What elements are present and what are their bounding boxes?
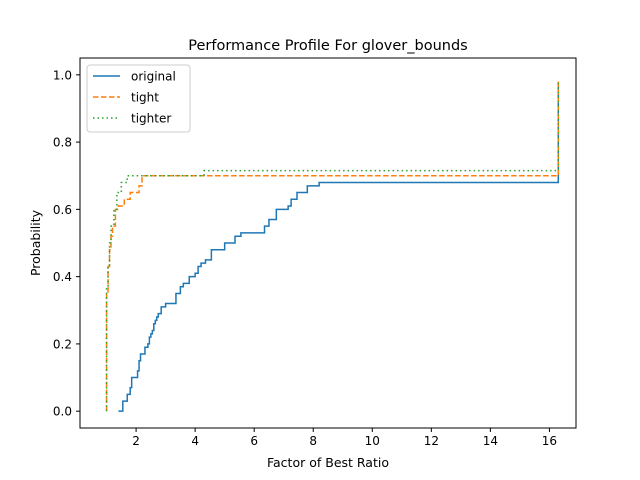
y-tick-label: 0.4 bbox=[53, 270, 72, 284]
y-tick-label: 0.8 bbox=[53, 136, 72, 150]
y-axis-label: Probability bbox=[28, 209, 43, 276]
x-tick-label: 14 bbox=[483, 434, 498, 448]
legend-box bbox=[86, 64, 191, 133]
y-tick-label: 0.2 bbox=[53, 337, 72, 351]
x-tick-label: 2 bbox=[132, 434, 140, 448]
series-tighter-line bbox=[105, 81, 560, 412]
x-axis: 2 4 6 8 10 12 14 16 bbox=[132, 428, 557, 448]
x-tick-label: 12 bbox=[424, 434, 439, 448]
x-tick-label: 4 bbox=[191, 434, 199, 448]
legend-label-tight: tight bbox=[131, 91, 159, 105]
series-original-line bbox=[118, 81, 560, 412]
legend: original tight tighter bbox=[86, 64, 191, 133]
x-tick-label: 6 bbox=[250, 434, 258, 448]
x-axis-label: Factor of Best Ratio bbox=[267, 455, 389, 470]
legend-label-original: original bbox=[131, 70, 176, 84]
legend-label-tighter: tighter bbox=[131, 112, 171, 126]
y-tick-label: 1.0 bbox=[53, 68, 72, 82]
x-tick-label: 10 bbox=[365, 434, 380, 448]
y-tick-label: 0.6 bbox=[53, 203, 72, 217]
series-layer bbox=[105, 81, 560, 412]
x-tick-label: 8 bbox=[309, 434, 317, 448]
chart-title: Performance Profile For glover_bounds bbox=[188, 38, 468, 54]
y-axis: 0.0 0.2 0.4 0.6 0.8 1.0 bbox=[53, 68, 80, 419]
plot-frame bbox=[79, 57, 577, 429]
x-tick-label: 16 bbox=[542, 434, 557, 448]
y-tick-label: 0.0 bbox=[53, 405, 72, 419]
